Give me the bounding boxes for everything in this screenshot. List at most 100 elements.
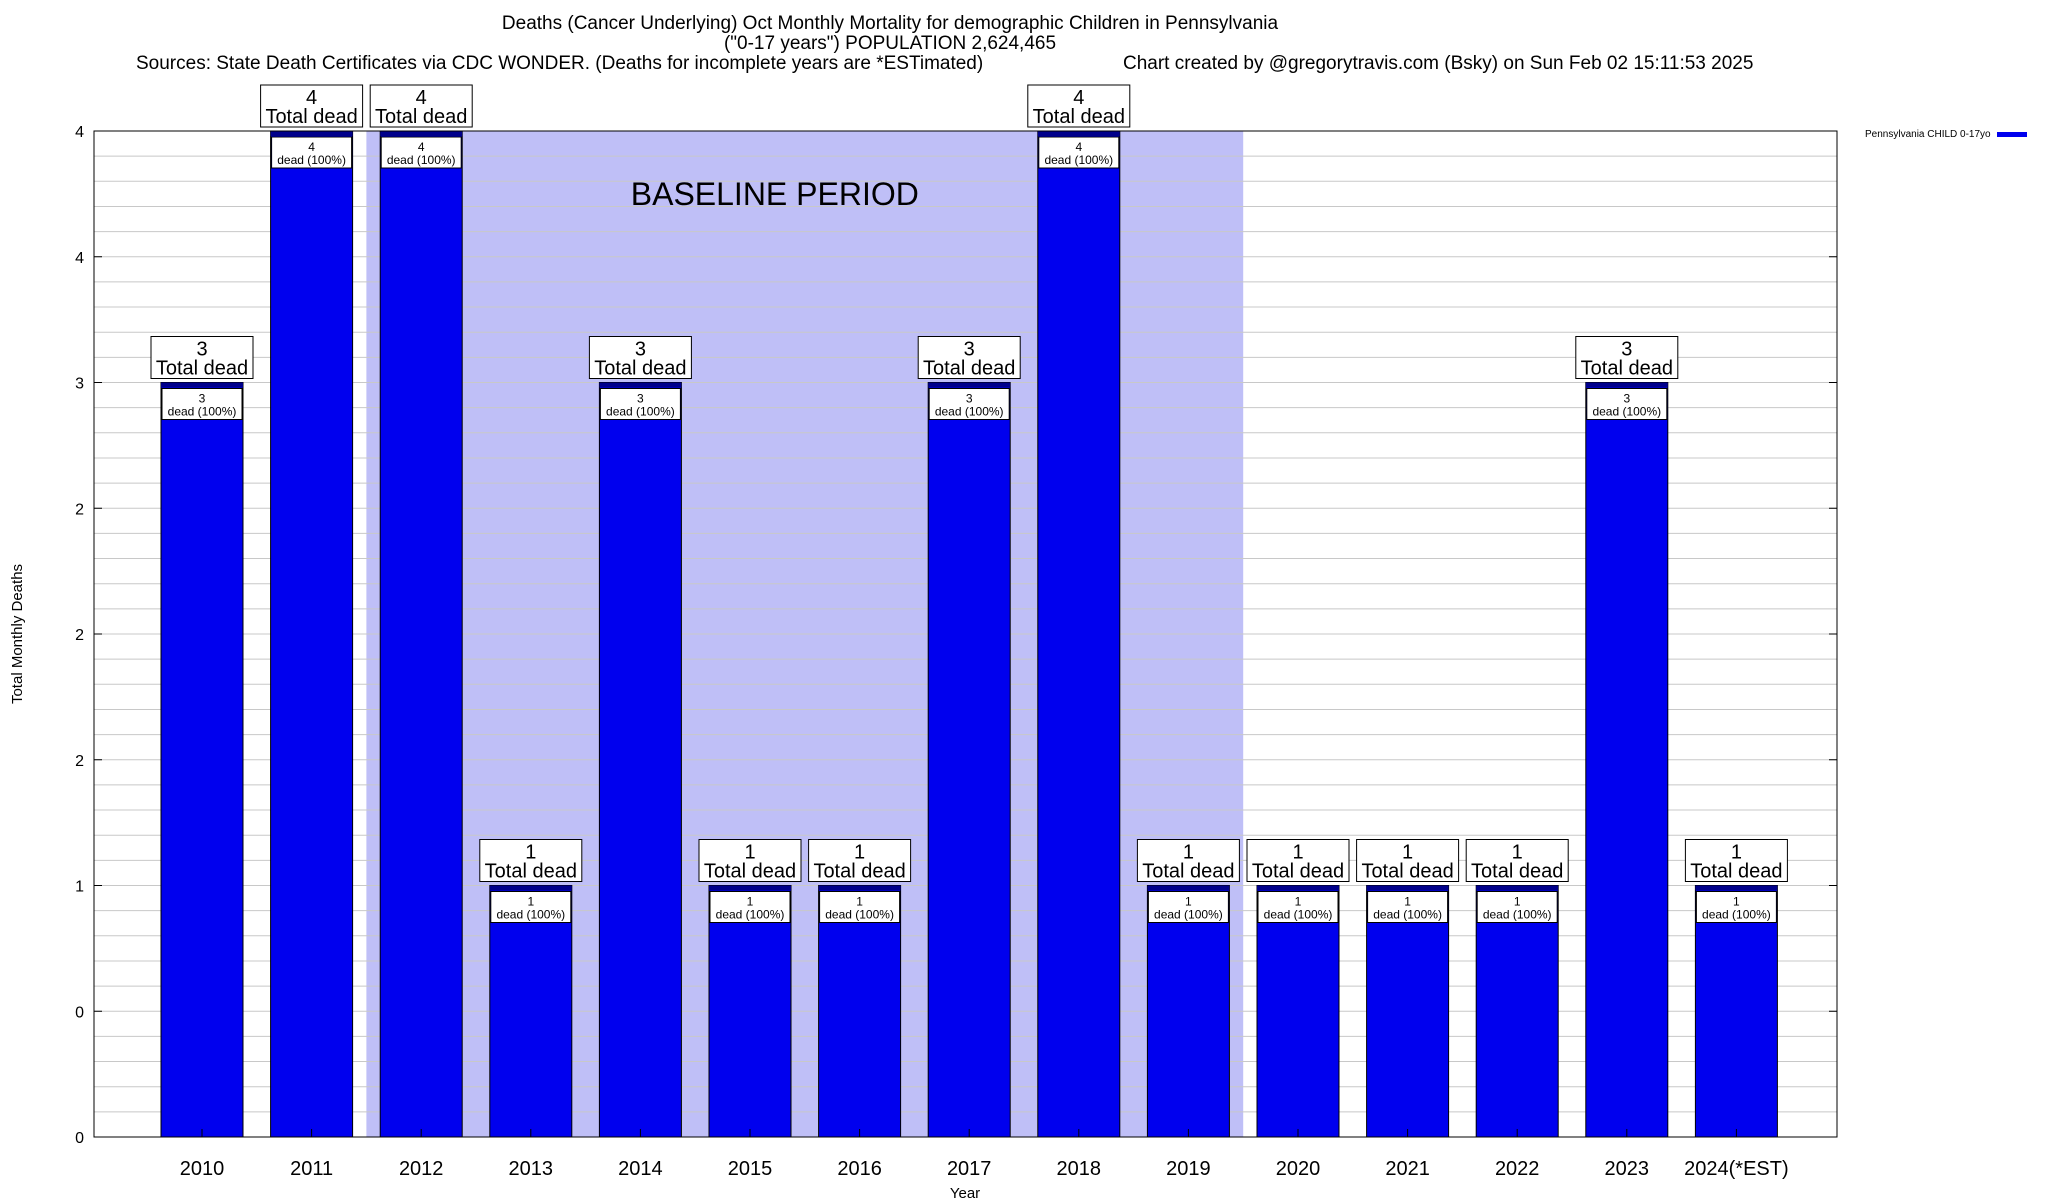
inner-label-value: 3 xyxy=(637,392,644,406)
credit-note: Chart created by @gregorytravis.com (Bsk… xyxy=(1123,53,1754,74)
bar-cap xyxy=(380,131,463,136)
bar-cap xyxy=(489,885,572,891)
inner-label-box xyxy=(819,891,901,923)
bar-cap xyxy=(161,382,243,388)
total-label-text: Total dead xyxy=(375,106,467,128)
total-label-text: Total dead xyxy=(1471,861,1563,883)
bar xyxy=(1694,885,1778,1138)
total-label-value: 4 xyxy=(1073,87,1084,109)
y-tick-label: 0 xyxy=(75,1004,84,1021)
inner-label-text: dead (100%) xyxy=(825,908,894,922)
y-tick-label: 4 xyxy=(75,250,84,267)
x-tick-label: 2010 xyxy=(180,1158,225,1180)
bar-cap xyxy=(1037,131,1120,136)
chart-subtitle: ("0-17 years") POPULATION 2,624,465 xyxy=(723,33,1057,54)
inner-label-value: 1 xyxy=(1185,895,1192,909)
inner-label-text: dead (100%) xyxy=(168,405,237,419)
bar xyxy=(160,382,244,1138)
bar xyxy=(927,382,1011,1138)
total-label-value: 1 xyxy=(854,842,865,864)
total-label-box xyxy=(479,839,583,882)
total-label-text: Total dead xyxy=(704,861,796,883)
chart-title: Deaths (Cancer Underlying) Oct Monthly M… xyxy=(501,13,1279,34)
inner-label-box xyxy=(1257,891,1339,923)
bar xyxy=(1366,885,1450,1138)
total-label-value: 3 xyxy=(196,339,207,361)
inner-label-value: 3 xyxy=(199,392,206,406)
bar xyxy=(1256,885,1340,1138)
bar-cap xyxy=(928,382,1011,388)
x-tick-label: 2015 xyxy=(728,1158,773,1180)
total-label-value: 1 xyxy=(744,842,755,864)
inner-label-text: dead (100%) xyxy=(1483,908,1552,922)
inner-label-text: dead (100%) xyxy=(1702,908,1771,922)
total-label-value: 1 xyxy=(1402,842,1413,864)
bar xyxy=(1146,885,1230,1138)
x-tick-label: 2023 xyxy=(1605,1158,1650,1180)
x-tick-label: 2013 xyxy=(509,1158,554,1180)
inner-label-text: dead (100%) xyxy=(1592,405,1661,419)
legend-series-label: Pennsylvania CHILD 0-17yo xyxy=(1865,129,1991,140)
inner-label-box xyxy=(1038,136,1120,169)
inner-label-value: 4 xyxy=(1075,140,1082,154)
inner-label-value: 1 xyxy=(747,895,754,909)
x-tick-label: 2019 xyxy=(1166,1158,1211,1180)
y-tick-label: 3 xyxy=(75,376,84,393)
inner-label-text: dead (100%) xyxy=(606,405,675,419)
y-tick-label: 2 xyxy=(75,753,84,770)
total-label-box xyxy=(917,336,1021,379)
y-tick-label: 2 xyxy=(75,627,84,644)
x-tick-label: 2014 xyxy=(618,1158,663,1180)
bar xyxy=(1585,382,1669,1138)
inner-label-box xyxy=(380,136,462,169)
bar-cap xyxy=(818,885,901,891)
total-label-text: Total dead xyxy=(1581,358,1673,380)
inner-label-text: dead (100%) xyxy=(387,153,456,167)
inner-label-value: 1 xyxy=(856,895,863,909)
total-label-box xyxy=(1356,839,1460,882)
total-label-box xyxy=(698,839,802,882)
total-label-box xyxy=(369,84,473,128)
total-label-text: Total dead xyxy=(594,358,686,380)
inner-label-box xyxy=(599,388,681,420)
total-label-box xyxy=(1465,839,1569,882)
total-label-value: 3 xyxy=(635,339,646,361)
inner-label-box xyxy=(709,891,791,923)
x-tick-label: 2016 xyxy=(837,1158,882,1180)
y-tick-label: 2 xyxy=(75,501,84,518)
sources-note: Sources: State Death Certificates via CD… xyxy=(136,53,984,74)
x-tick-label: 2020 xyxy=(1276,1158,1321,1180)
x-axis-label: Year xyxy=(950,1185,980,1200)
inner-label-value: 1 xyxy=(1733,895,1740,909)
inner-label-box xyxy=(1476,891,1558,923)
y-tick-label: 1 xyxy=(75,879,84,896)
bar-cap xyxy=(599,382,682,388)
total-label-box xyxy=(1246,839,1350,882)
plot-frame xyxy=(93,130,1838,1138)
inner-label-box xyxy=(1586,388,1668,420)
total-label-value: 1 xyxy=(1512,842,1523,864)
inner-label-text: dead (100%) xyxy=(277,153,346,167)
inner-label-box xyxy=(1367,891,1449,923)
inner-label-value: 3 xyxy=(1623,392,1630,406)
legend-swatch xyxy=(1996,131,2027,137)
bar-cap xyxy=(1695,885,1778,891)
bar-cap xyxy=(270,131,353,136)
total-label-text: Total dead xyxy=(923,358,1015,380)
bar xyxy=(379,130,463,1138)
y-axis-label: Total Monthly Deaths xyxy=(9,564,26,704)
inner-label-box xyxy=(1695,891,1777,923)
bar xyxy=(818,885,902,1138)
total-label-value: 1 xyxy=(1183,842,1194,864)
total-label-value: 3 xyxy=(1621,339,1632,361)
total-label-text: Total dead xyxy=(1033,106,1125,128)
total-label-box xyxy=(1575,336,1679,379)
x-tick-label: 2017 xyxy=(947,1158,992,1180)
inner-label-value: 4 xyxy=(418,140,425,154)
inner-label-value: 1 xyxy=(1514,895,1521,909)
total-label-text: Total dead xyxy=(1361,861,1453,883)
inner-label-text: dead (100%) xyxy=(1264,908,1333,922)
total-label-box xyxy=(260,84,364,128)
inner-label-box xyxy=(928,388,1010,420)
legend: Pennsylvania CHILD 0-17yo xyxy=(1865,129,2027,140)
